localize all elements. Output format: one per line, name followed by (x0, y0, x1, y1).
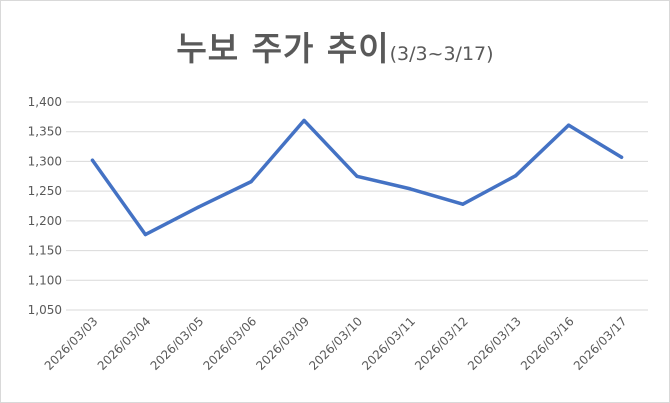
y-tick-label: 1,300 (28, 154, 62, 168)
x-tick-label: 2026/03/05 (148, 314, 207, 373)
y-tick-label: 1,050 (28, 303, 62, 317)
data-point (514, 174, 518, 178)
y-tick-label: 1,250 (28, 184, 62, 198)
data-point (302, 118, 306, 123)
x-tick-label: 2026/03/06 (200, 314, 259, 373)
data-point (90, 158, 95, 162)
data-point (461, 202, 465, 206)
x-tick-label: 2026/03/10 (306, 314, 365, 373)
x-tick-label: 2026/03/13 (465, 314, 524, 373)
x-tick-label: 2026/03/11 (359, 314, 418, 373)
y-tick-label: 1,150 (28, 244, 62, 258)
series-layer (90, 118, 624, 237)
x-tick-label: 2026/03/17 (571, 314, 630, 373)
data-point (143, 232, 147, 237)
x-tick-label: 2026/03/03 (42, 314, 101, 373)
y-axis-ticks: 1,050 1,100 1,150 1,200 1,250 1,300 1,350 1,400 (28, 95, 62, 317)
chart-title-subtitle: (3/3~3/17) (389, 43, 494, 65)
x-tick-label: 2026/03/04 (95, 314, 154, 373)
chart-title: 누보 주가 추이(3/3~3/17) (0, 22, 670, 70)
y-tick-label: 1,350 (28, 125, 62, 139)
y-tick-label: 1,100 (28, 273, 62, 287)
x-tick-label: 2026/03/16 (518, 314, 577, 373)
gridlines (66, 101, 648, 311)
chart-title-main: 누보 주가 추이 (176, 29, 390, 68)
y-tick-label: 1,400 (28, 95, 62, 109)
y-tick-label: 1,200 (28, 214, 62, 228)
data-point (355, 174, 359, 178)
data-point (619, 155, 624, 159)
data-point (408, 187, 412, 191)
data-point (249, 180, 253, 184)
x-axis-ticks: 2026/03/032026/03/042026/03/052026/03/06… (42, 314, 630, 373)
data-point (196, 205, 200, 209)
data-point (567, 123, 571, 127)
x-tick-label: 2026/03/12 (412, 314, 471, 373)
x-tick-label: 2026/03/09 (253, 314, 312, 373)
